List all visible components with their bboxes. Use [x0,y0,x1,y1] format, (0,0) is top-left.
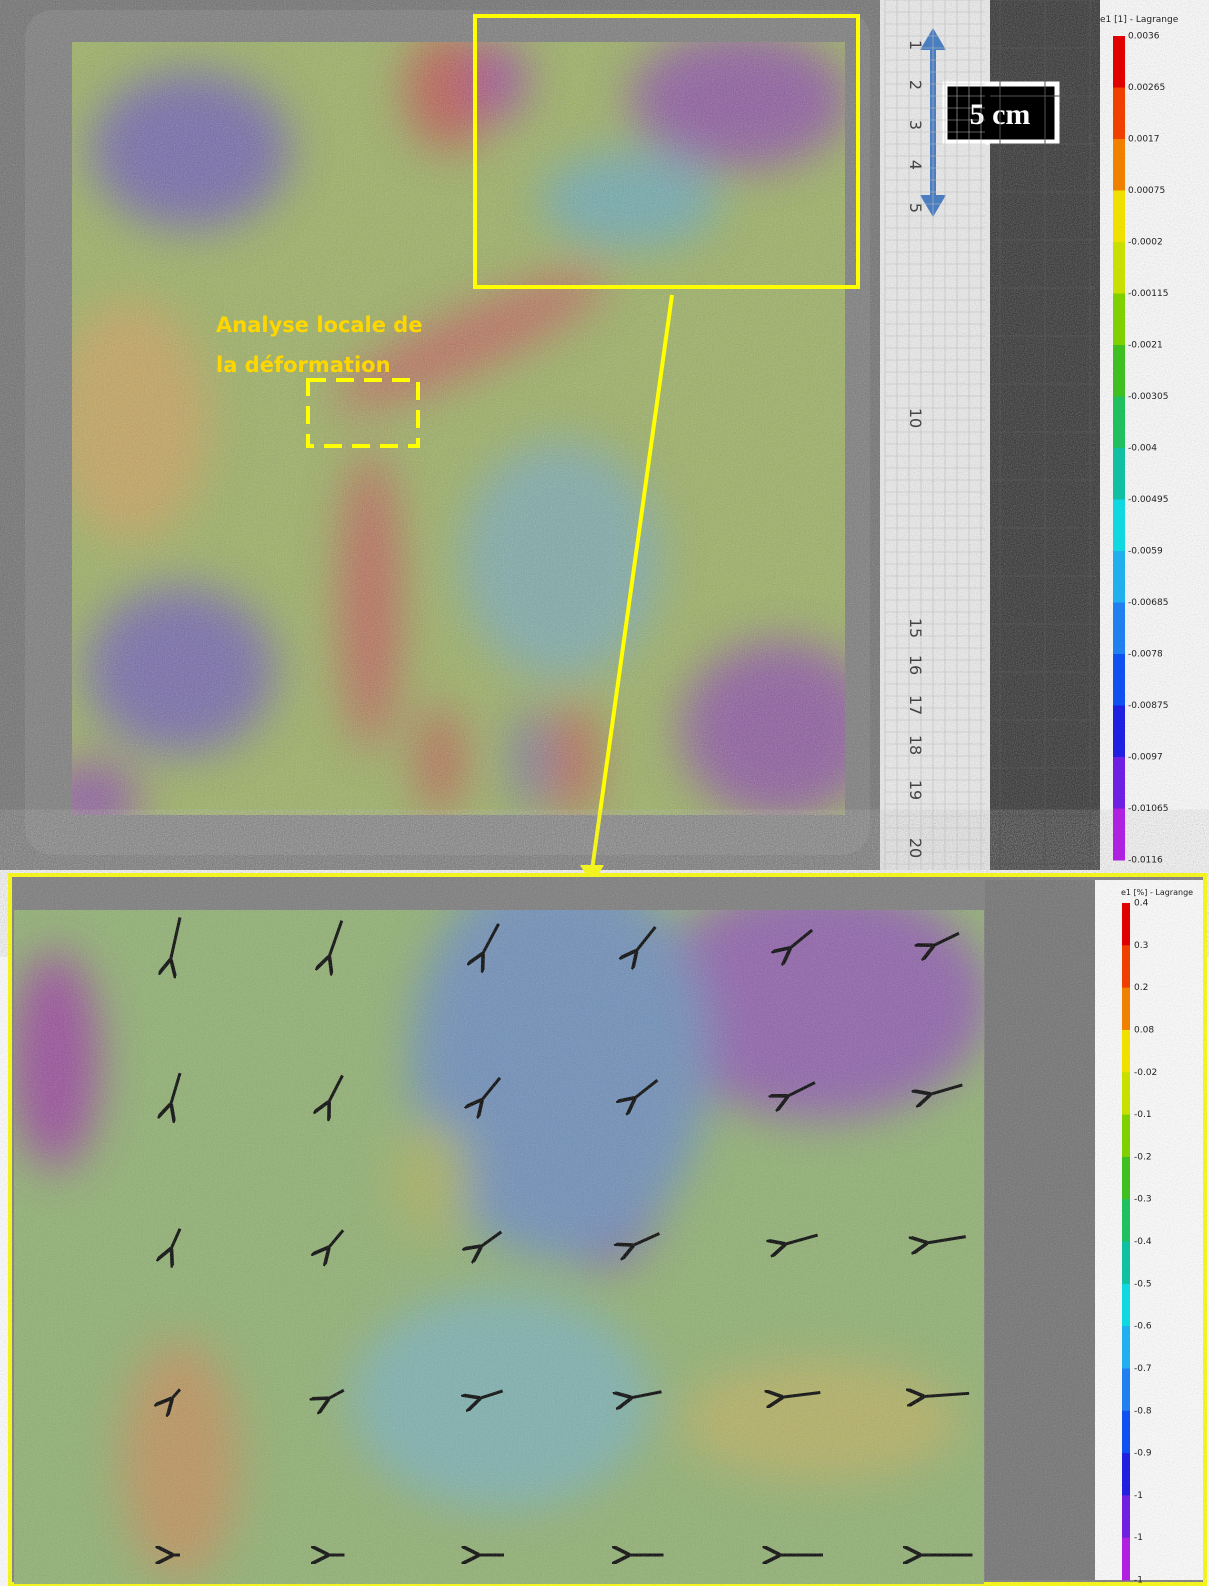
colorbar-title: e1 [1] - Lagrange [1100,15,1179,25]
colorbar-label: -0.7 [1134,1364,1152,1374]
ruler-number: 4 [906,160,925,170]
colorbar-label: -0.9 [1134,1449,1152,1459]
colorbar-segment [1113,293,1125,346]
colorbar-label: -0.0116 [1128,856,1163,866]
colorbar-segment [1122,1453,1130,1496]
colorbar-segment [1113,242,1125,294]
colorbar-segment [1122,945,1130,989]
colorbar-segment [1113,448,1125,500]
colorbar-label: -1 [1134,1533,1143,1543]
colorbar-segment [1122,1410,1130,1454]
colorbar-segment [1113,654,1125,706]
ruler-number: 2 [906,80,925,90]
colorbar-label: 0.0036 [1128,32,1160,42]
colorbar-segment [1122,1114,1130,1158]
colorbar-segment [1122,1537,1130,1581]
colorbar-segment [1113,396,1125,449]
ruler-number: 15 [906,618,925,638]
ruler-number: 18 [906,735,925,755]
colorbar-segment [1113,139,1125,191]
colorbar-segment [1113,705,1125,758]
colorbar-segment [1122,1326,1130,1369]
colorbar-label: -0.00495 [1128,495,1168,505]
colorbar-label: -1 [1134,1491,1143,1501]
colorbar-segment [1122,1283,1130,1327]
colorbar-label: 0.00265 [1128,83,1165,93]
colorbar-label: -0.00685 [1128,598,1168,608]
ruler-number: 17 [906,695,925,715]
colorbar-label: -0.00115 [1128,289,1168,299]
ruler-number: 5 [906,203,925,213]
scale-box [942,81,1060,145]
colorbar-label: -0.1 [1134,1110,1152,1120]
ruler-number: 20 [906,838,925,858]
ruler-number: 16 [906,655,925,675]
zoom-box [473,14,860,289]
colorbar-label: 0.0017 [1128,135,1160,145]
colorbar-title: e1 [%] - Lagrange [1121,888,1193,897]
colorbar-segment [1122,1156,1130,1200]
ruler-number: 10 [906,408,925,428]
colorbar-label: -0.004 [1128,444,1157,454]
colorbar-segment [1113,808,1125,861]
annotation: la déformation [216,353,391,377]
colorbar-label: -0.0002 [1128,238,1163,248]
colorbar-label: 0.2 [1134,983,1148,993]
colorbar-label: -0.0059 [1128,547,1163,557]
colorbar-segment [1113,190,1125,243]
colorbar-segment [1113,87,1125,140]
ruler-number: 1 [906,40,925,50]
colorbar-segment [1113,499,1125,552]
colorbar-label: -0.00305 [1128,392,1168,402]
colorbar-label: 0.08 [1134,1025,1154,1035]
colorbar-segment [1122,1072,1130,1116]
colorbar-segment [1122,1495,1130,1539]
colorbar-label: -0.2 [1134,1152,1152,1162]
colorbar-segment [1113,602,1125,655]
colorbar-label: -0.00875 [1128,701,1168,711]
colorbar-label: -0.01065 [1128,804,1168,814]
colorbar-segment [1122,1368,1130,1412]
colorbar-segment [1113,345,1125,397]
ruler-number: 19 [906,780,925,800]
colorbar-segment [1122,903,1130,946]
colorbar-label: -1 [1134,1576,1143,1586]
colorbar-segment [1113,757,1125,809]
colorbar-label: -0.5 [1134,1279,1152,1289]
colorbar-segment [1113,36,1125,88]
local-box [306,378,420,448]
connector [590,294,674,871]
colorbar-label: -0.0097 [1128,753,1163,763]
colorbar-label: 0.4 [1134,899,1149,909]
colorbar-label: 0.00075 [1128,186,1165,196]
colorbar-label: -0.0078 [1128,650,1163,660]
speckle [0,0,1100,870]
colorbar-segment [1122,1199,1130,1242]
colorbar-segment [1122,987,1130,1031]
colorbar-segment [1122,1241,1130,1285]
speckle [14,880,1204,1584]
colorbar-label: -0.0021 [1128,341,1163,351]
colorbar-segment [1113,551,1125,603]
annotation: Analyse locale de [216,313,423,337]
colorbar-label: -0.4 [1134,1237,1152,1247]
colorbar-label: -0.6 [1134,1322,1152,1332]
colorbar-label: -0.3 [1134,1195,1152,1205]
colorbar-label: -0.8 [1134,1406,1152,1416]
colorbar-label: -0.02 [1134,1068,1157,1078]
colorbar-label: 0.3 [1134,941,1148,951]
colorbar-segment [1122,1029,1130,1073]
ruler-number: 3 [906,120,925,130]
